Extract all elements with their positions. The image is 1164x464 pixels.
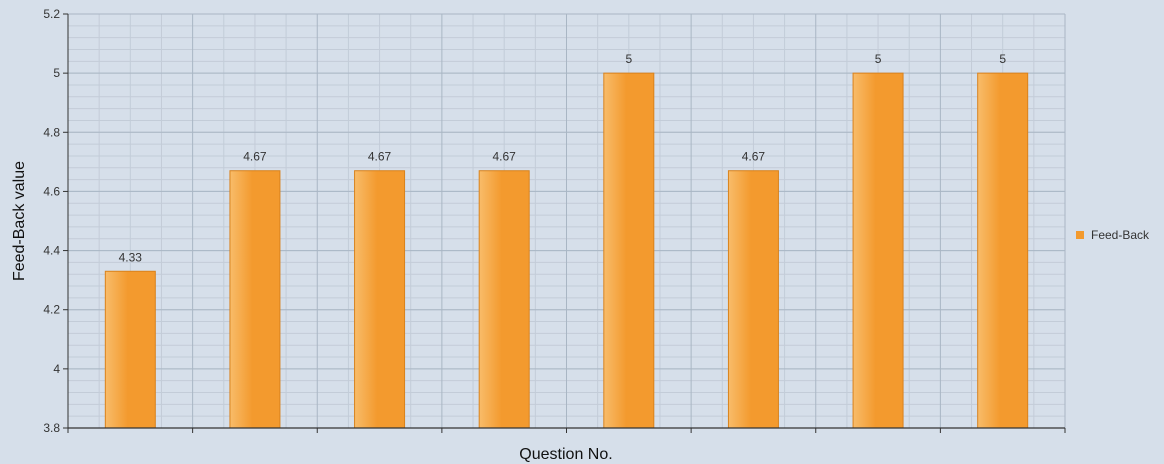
y-axis-title: Feed-Back value [11, 161, 28, 281]
data-label: 5 [875, 52, 882, 66]
legend-swatch [1076, 231, 1084, 239]
data-label: 4.67 [368, 150, 392, 164]
bar [852, 72, 904, 429]
data-label: 4.67 [243, 150, 267, 164]
grid [67, 13, 1066, 429]
y-tick-label: 4.6 [43, 184, 60, 198]
bar [354, 170, 406, 429]
y-tick-label: 4 [53, 362, 60, 376]
data-labels: 4.33 4.67 4.67 4.67 5 4.67 5 5 [119, 52, 1007, 264]
legend: Feed-Back [1076, 228, 1150, 242]
bar [478, 170, 530, 429]
bar [229, 170, 281, 429]
bar [104, 270, 156, 429]
bar [727, 170, 779, 429]
bars [104, 72, 1029, 429]
data-label: 5 [625, 52, 632, 66]
legend-label: Feed-Back [1091, 228, 1150, 242]
y-tick-label: 5 [53, 66, 60, 80]
x-axis-title: Question No. [519, 446, 612, 463]
y-tick-label: 4.8 [43, 125, 60, 139]
data-label: 4.67 [493, 150, 517, 164]
data-label: 4.67 [742, 150, 766, 164]
y-tick-label: 3.8 [43, 421, 60, 435]
y-tick-label: 4.4 [43, 244, 60, 258]
bar [603, 72, 655, 429]
data-label: 4.33 [119, 250, 143, 264]
bar [977, 72, 1029, 429]
y-tick-label: 4.2 [43, 303, 60, 317]
y-tick-label: 5.2 [43, 7, 60, 21]
data-label: 5 [999, 52, 1006, 66]
axes: 3.8 4 4.2 4.4 4.6 4.8 5 5.2 [43, 7, 1066, 435]
